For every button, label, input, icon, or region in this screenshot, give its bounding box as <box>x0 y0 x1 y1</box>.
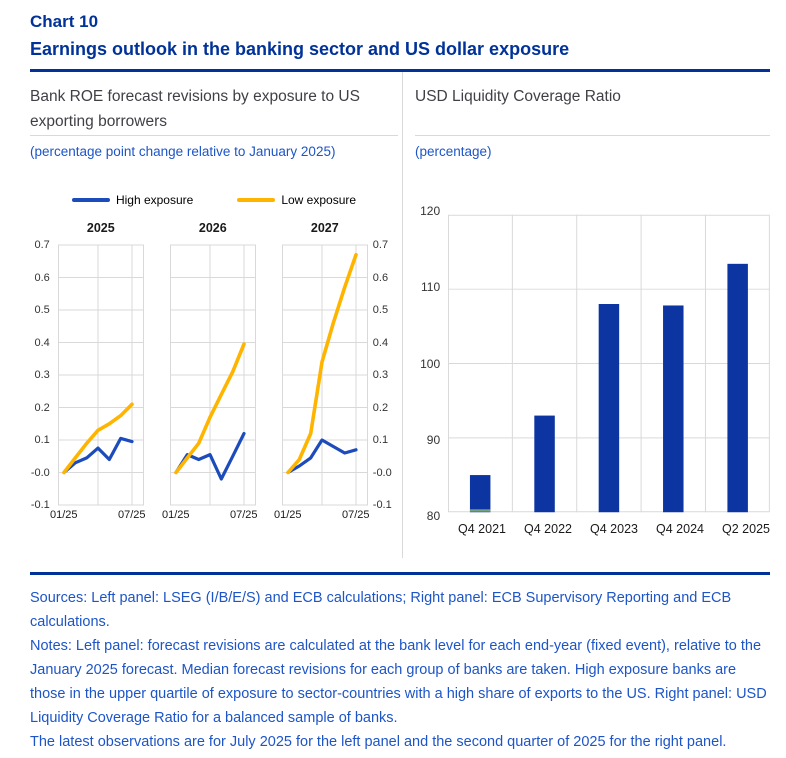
left-y-axis-ticks: 0.7 0.6 0.5 0.4 0.3 0.2 0.1 -0.0 -0.1 <box>30 239 50 511</box>
legend-item-high-exposure: High exposure <box>71 193 194 207</box>
x-tick-label: 07/25 <box>230 509 258 521</box>
x-tick-label: 01/25 <box>162 509 190 521</box>
subplot-2026-x-axis: 01/25 07/25 <box>162 509 258 527</box>
title-rule <box>30 69 770 72</box>
x-tick-label: 07/25 <box>342 509 370 521</box>
high-exposure-line-swatch-icon <box>71 198 110 202</box>
sources-text: Sources: Left panel: LSEG (I/B/E/S) and … <box>30 590 732 630</box>
chart-title: Earnings outlook in the banking sector a… <box>30 39 570 59</box>
footer-notes: Sources: Left panel: LSEG (I/B/E/S) and … <box>30 586 772 754</box>
right-panel-title-block: USD Liquidity Coverage Ratio <box>415 72 770 136</box>
subplot-2025-x-axis: 01/25 07/25 <box>50 509 146 527</box>
legend-label-high-exposure: High exposure <box>115 193 194 207</box>
right-panel: USD Liquidity Coverage Ratio (percentage… <box>402 72 770 558</box>
subplot-2027-title: 2027 <box>310 221 339 235</box>
panels-row: Bank ROE forecast revisions by exposure … <box>30 72 770 558</box>
subplot-2025: 2025 01/25 07/25 <box>50 221 146 527</box>
chart-number: Chart 10 <box>30 12 99 31</box>
left-panel-title-block: Bank ROE forecast revisions by exposure … <box>30 72 398 136</box>
bar-category-label: Q2 2025 <box>722 522 770 536</box>
subplot-2026-plot <box>169 244 256 506</box>
bar-x-axis-labels: Q4 2021 Q4 2022 Q4 2023 Q4 2024 Q2 2025 <box>449 522 779 536</box>
figure-header: Chart 10 Earnings outlook in the banking… <box>30 12 770 60</box>
subplot-2027-x-axis: 01/25 07/25 <box>274 509 370 527</box>
subplot-2026: 2026 01/25 07/25 <box>162 221 258 527</box>
subplot-2025-plot <box>57 244 144 506</box>
bar-chart: 120 110 100 90 80 <box>415 204 770 523</box>
bar-plot <box>448 214 770 513</box>
right-panel-subtitle: (percentage) <box>415 144 492 159</box>
bar-category-label: Q4 2023 <box>590 522 638 536</box>
x-tick-label: 01/25 <box>50 509 78 521</box>
low-exposure-line-swatch-icon <box>237 198 276 202</box>
subplot-2026-title: 2026 <box>198 221 227 235</box>
x-tick-label: 01/25 <box>274 509 302 521</box>
bar-category-label: Q4 2021 <box>458 522 506 536</box>
line-chart-small-multiples: 0.7 0.6 0.5 0.4 0.3 0.2 0.1 -0.0 -0.1 2025 01/25… <box>30 221 398 527</box>
bar-y-axis-ticks: 120 110 100 90 80 <box>420 204 441 523</box>
subplot-2025-title: 2025 <box>86 221 115 235</box>
right-panel-title: USD Liquidity Coverage Ratio <box>415 88 621 105</box>
notes-text: Notes: Left panel: forecast revisions ar… <box>30 638 767 726</box>
bar-category-label: Q4 2022 <box>524 522 572 536</box>
subplot-2027: 2027 01/25 07/25 <box>274 221 370 527</box>
left-panel: Bank ROE forecast revisions by exposure … <box>30 72 402 558</box>
left-panel-title: Bank ROE forecast revisions by exposure … <box>30 88 360 130</box>
subplot-2027-plot <box>281 244 368 506</box>
right-y-axis-ticks: 0.7 0.6 0.5 0.4 0.3 0.2 0.1 -0.0 -0.1 <box>372 239 392 511</box>
left-panel-subtitle: (percentage point change relative to Jan… <box>30 144 336 159</box>
legend-item-low-exposure: Low exposure <box>237 193 356 207</box>
footer-rule <box>30 572 770 575</box>
latest-observations-text: The latest observations are for July 202… <box>30 734 727 750</box>
x-tick-label: 07/25 <box>118 509 146 521</box>
legend: High exposure Low exposure <box>30 193 398 207</box>
legend-label-low-exposure: Low exposure <box>281 193 357 207</box>
bar-category-label: Q4 2024 <box>656 522 704 536</box>
